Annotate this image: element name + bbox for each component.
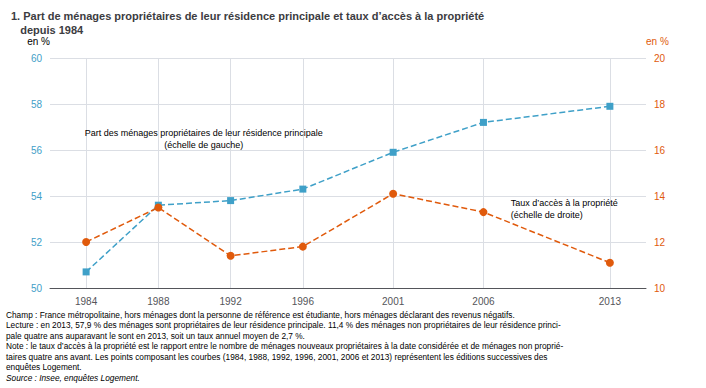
svg-text:58: 58 — [31, 99, 43, 110]
svg-text:2006: 2006 — [472, 296, 495, 307]
svg-text:Source : Insee, enquêtes Logem: Source : Insee, enquêtes Logement. — [6, 373, 140, 383]
svg-text:1996: 1996 — [292, 296, 315, 307]
svg-text:en %: en % — [646, 36, 669, 47]
svg-text:Note : le taux d’accès à la pr: Note : le taux d’accès à la propriété es… — [6, 341, 563, 351]
svg-text:52: 52 — [31, 237, 43, 248]
svg-text:20: 20 — [654, 53, 666, 64]
svg-text:14: 14 — [654, 191, 666, 202]
svg-text:1992: 1992 — [219, 296, 242, 307]
svg-text:50: 50 — [31, 283, 43, 294]
svg-text:60: 60 — [31, 53, 43, 64]
svg-text:1. Part de ménages propriétair: 1. Part de ménages propriétaires de leur… — [11, 10, 484, 22]
svg-text:54: 54 — [31, 191, 43, 202]
svg-text:1984: 1984 — [75, 296, 98, 307]
svg-text:(échelle de gauche): (échelle de gauche) — [164, 140, 243, 150]
svg-text:56: 56 — [31, 145, 43, 156]
svg-text:Taux d’accès à la propriété: Taux d’accès à la propriété — [511, 198, 618, 208]
svg-text:2013: 2013 — [599, 296, 622, 307]
svg-text:(échelle de droite): (échelle de droite) — [511, 210, 583, 220]
svg-text:1988: 1988 — [147, 296, 170, 307]
svg-text:12: 12 — [654, 237, 666, 248]
svg-text:Lecture : en 2013, 57,9 % des: Lecture : en 2013, 57,9 % des ménages so… — [6, 320, 561, 330]
svg-text:Part des ménages propriétaires: Part des ménages propriétaires de leur r… — [85, 128, 323, 138]
svg-text:Champ : France métropolitaine,: Champ : France métropolitaine, hors ména… — [6, 310, 515, 320]
svg-text:en %: en % — [27, 36, 50, 47]
svg-text:18: 18 — [654, 99, 666, 110]
svg-text:16: 16 — [654, 145, 666, 156]
svg-text:pale quatre ans auparavant le: pale quatre ans auparavant le sont en 20… — [6, 331, 305, 341]
svg-text:2001: 2001 — [382, 296, 405, 307]
svg-text:enquêtes Logement.: enquêtes Logement. — [6, 362, 82, 372]
svg-text:taires quatre ans avant. Les p: taires quatre ans avant. Les points comp… — [6, 352, 548, 362]
svg-text:10: 10 — [654, 283, 666, 294]
svg-text:depuis 1984: depuis 1984 — [11, 24, 84, 36]
